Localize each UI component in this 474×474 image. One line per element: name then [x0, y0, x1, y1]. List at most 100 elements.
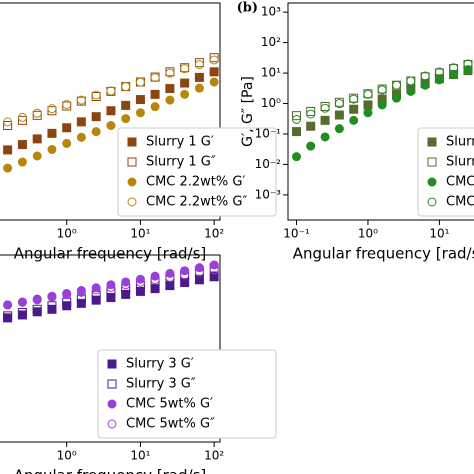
- marker-circle: [3, 117, 13, 127]
- marker-square: [292, 127, 302, 137]
- marker-circle: [91, 283, 101, 293]
- marker-square: [17, 115, 27, 125]
- marker-circle: [150, 275, 160, 285]
- marker-circle: [91, 285, 101, 295]
- marker-circle: [194, 263, 204, 273]
- y-tick-label: 10¹: [261, 66, 281, 80]
- legend-marker: [427, 137, 437, 147]
- marker-circle: [47, 292, 57, 302]
- marker-square: [62, 123, 72, 133]
- marker-square: [32, 307, 42, 317]
- marker-square: [47, 301, 57, 311]
- marker-square: [349, 104, 359, 114]
- marker-circle: [32, 108, 42, 118]
- marker-square: [47, 128, 57, 138]
- marker-circle: [420, 80, 430, 90]
- legend-label: Slurry 3 G′: [126, 357, 194, 372]
- marker-square: [320, 115, 330, 125]
- plot-frame: [0, 2, 221, 221]
- x-tick-label: 10¹: [130, 449, 150, 463]
- marker-circle: [47, 144, 57, 154]
- marker-square: [3, 121, 13, 131]
- x-tick-label: 10⁰: [57, 227, 77, 241]
- marker-circle: [209, 260, 219, 270]
- legend-marker: [107, 359, 117, 369]
- marker-circle: [135, 274, 145, 284]
- marker-circle: [135, 108, 145, 118]
- marker-circle: [32, 151, 42, 161]
- marker-circle: [17, 297, 27, 307]
- marker-square: [3, 311, 13, 321]
- marker-square: [76, 117, 86, 127]
- marker-circle: [194, 60, 204, 70]
- marker-circle: [106, 282, 116, 292]
- legend-marker: [127, 137, 137, 147]
- marker-square: [320, 101, 330, 111]
- legend-marker: [107, 419, 117, 429]
- x-tick-label: 10⁰: [57, 449, 77, 463]
- plot-frame: [0, 254, 221, 443]
- marker-square: [165, 281, 175, 291]
- marker-circle: [3, 300, 13, 310]
- marker-circle: [334, 124, 344, 134]
- marker-circle: [349, 94, 359, 104]
- y-tick-label: 10⁻³: [255, 187, 282, 201]
- y-tick-label: 10²: [261, 35, 281, 49]
- x-tick-label: 10¹: [429, 227, 449, 241]
- panel-label: (b): [237, 1, 258, 16]
- x-tick-label: 10²: [204, 449, 224, 463]
- marker-square: [306, 121, 316, 131]
- marker-square: [17, 308, 27, 318]
- y-tick-label: 10⁻²: [255, 157, 282, 171]
- legend-label: CMC 5wt% G″: [126, 417, 215, 432]
- x-tick-label: 10⁰: [358, 227, 378, 241]
- marker-circle: [306, 141, 316, 151]
- marker-square: [32, 134, 42, 144]
- legend-box: [117, 127, 277, 217]
- marker-circle: [363, 89, 373, 99]
- marker-square: [17, 310, 27, 320]
- marker-circle: [165, 95, 175, 105]
- marker-circle: [406, 86, 416, 96]
- marker-circle: [106, 121, 116, 131]
- marker-circle: [76, 132, 86, 142]
- y-tick-label: 10⁰: [261, 96, 281, 110]
- y-tick-label: 10⁻¹: [255, 126, 282, 140]
- x-axis-label: Angular frequency [rad/s]: [14, 467, 207, 474]
- marker-circle: [180, 270, 190, 280]
- marker-circle: [420, 71, 430, 81]
- marker-circle: [349, 115, 359, 125]
- legend-marker: [427, 177, 437, 187]
- marker-circle: [135, 277, 145, 287]
- legend-label: CMC 5wt% G′: [126, 397, 213, 412]
- marker-circle: [292, 152, 302, 162]
- x-tick-label: 10⁻¹: [283, 227, 310, 241]
- marker-circle: [392, 80, 402, 90]
- marker-square: [106, 293, 116, 303]
- marker-square: [194, 275, 204, 285]
- marker-circle: [150, 73, 160, 83]
- marker-circle: [209, 265, 219, 275]
- marker-square: [306, 106, 316, 116]
- marker-circle: [434, 75, 444, 85]
- marker-square: [194, 72, 204, 82]
- marker-circle: [463, 59, 473, 69]
- marker-square: [91, 295, 101, 305]
- legend-label: Slurry 1 G″: [146, 155, 216, 170]
- marker-circle: [194, 267, 204, 277]
- legend-label: CMC 2.2wt% G″: [146, 195, 247, 210]
- marker-circle: [62, 99, 72, 109]
- marker-circle: [320, 132, 330, 142]
- marker-circle: [91, 90, 101, 100]
- x-axis-label: Angular frequency [rad/s]: [14, 245, 207, 263]
- marker-square: [32, 304, 42, 314]
- marker-circle: [180, 89, 190, 99]
- marker-circle: [406, 76, 416, 86]
- marker-square: [121, 100, 131, 110]
- marker-circle: [135, 77, 145, 87]
- marker-circle: [434, 67, 444, 77]
- marker-circle: [121, 277, 131, 287]
- legend-marker: [107, 399, 117, 409]
- marker-circle: [377, 85, 387, 95]
- marker-circle: [17, 112, 27, 122]
